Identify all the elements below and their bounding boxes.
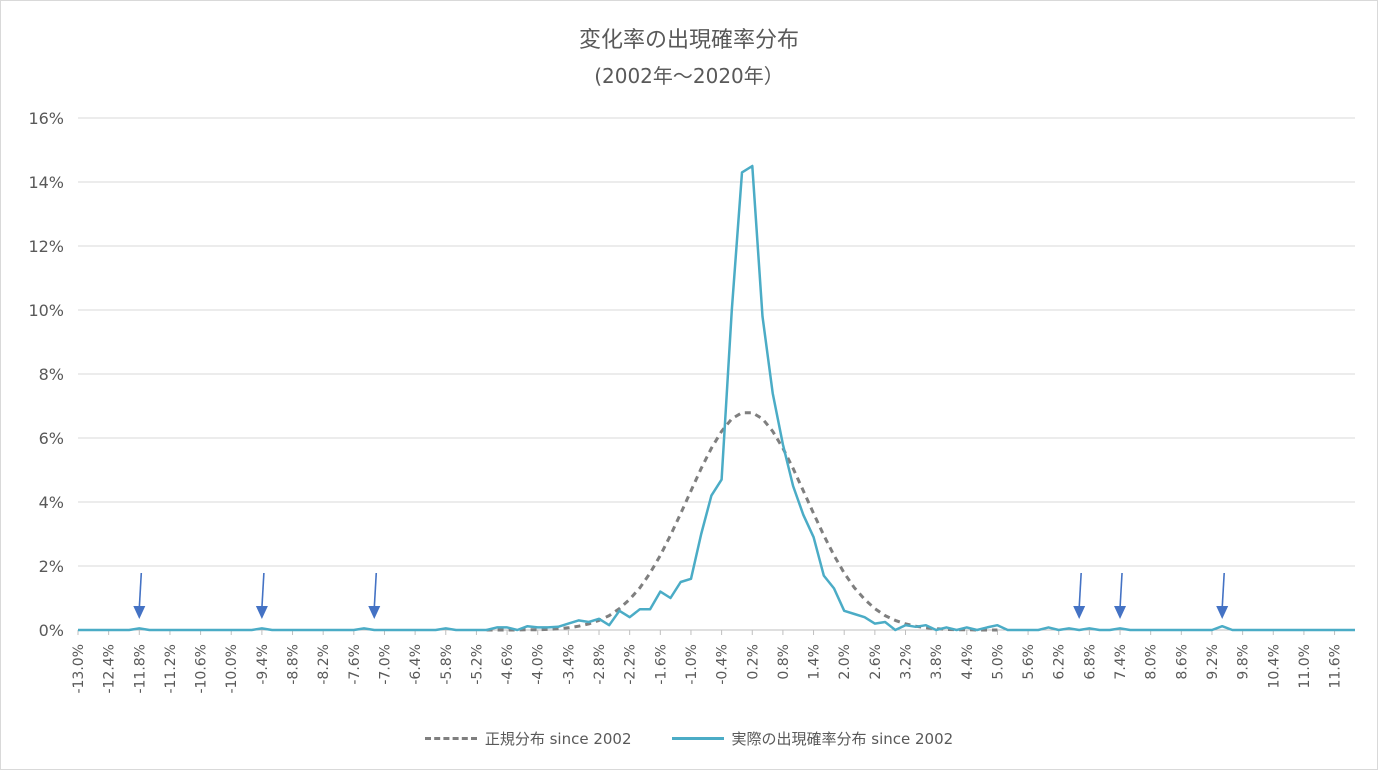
annotation-arrow-shaft — [261, 572, 265, 609]
legend-solid-line-icon — [671, 737, 724, 740]
chart-subtitle: (2002年～2020年） — [594, 64, 784, 88]
x-tick-label: -1.0% — [684, 644, 700, 685]
y-tick-label: 4% — [39, 493, 64, 512]
annotation-arrow-shaft — [373, 572, 378, 609]
y-tick-label: 0% — [39, 621, 64, 640]
x-tick-label: -10.6% — [194, 644, 210, 694]
x-tick-label: 9.8% — [1236, 644, 1252, 680]
y-tick-label: 16% — [28, 109, 64, 128]
chart-title: 変化率の出現確率分布 — [578, 28, 799, 53]
x-tick-label: 8.0% — [1144, 644, 1160, 680]
x-tick-label: -0.4% — [715, 644, 731, 685]
legend-label-normal: 正規分布 since 2002 — [484, 730, 632, 748]
y-tick-label: 2% — [39, 557, 64, 576]
legend-item-actual: 実際の出現確率分布 since 2002 — [671, 728, 954, 749]
y-tick-label: 10% — [28, 301, 64, 320]
x-tick-label: 9.2% — [1205, 644, 1221, 680]
y-tick-label: 8% — [39, 365, 64, 384]
annotation-arrow-shaft — [1078, 572, 1082, 609]
x-tick-label: -2.2% — [623, 644, 639, 685]
x-tick-label: 1.4% — [807, 644, 823, 680]
legend-item-normal: 正規分布 since 2002 — [424, 728, 632, 749]
x-tick-label: 3.8% — [929, 644, 945, 680]
legend-dashed-line-icon — [424, 737, 477, 740]
x-tick-label: 6.8% — [1082, 644, 1098, 680]
x-tick-label: -3.4% — [561, 644, 577, 685]
x-tick-label: -11.8% — [132, 644, 148, 694]
x-tick-label: 5.6% — [1021, 644, 1037, 680]
x-tick-label: -6.4% — [408, 644, 424, 685]
x-tick-label: 5.0% — [990, 644, 1006, 680]
x-tick-label: -5.2% — [469, 644, 485, 685]
x-tick-label: -10.0% — [224, 644, 240, 694]
x-tick-label: -9.4% — [255, 644, 271, 685]
annotation-arrow-icon — [133, 606, 146, 619]
annotation-arrow-icon — [368, 606, 381, 619]
x-tick-label: 0.8% — [776, 644, 792, 680]
x-tick-label: -11.2% — [163, 644, 179, 694]
x-tick-label: -4.6% — [500, 644, 516, 685]
x-tick-label: -7.0% — [377, 644, 393, 685]
y-tick-label: 6% — [39, 429, 64, 448]
x-tick-label: -1.6% — [653, 644, 669, 685]
x-tick-label: 4.4% — [960, 644, 976, 680]
annotation-arrow-icon — [255, 606, 268, 619]
actual-distribution-line — [78, 164, 1355, 632]
x-tick-label: -2.8% — [592, 644, 608, 685]
y-tick-label: 12% — [28, 237, 64, 256]
annotation-arrow-shaft — [1119, 572, 1123, 609]
x-tick-label: -7.6% — [347, 644, 363, 685]
x-tick-label: 7.4% — [1113, 644, 1129, 680]
chart-legend: 正規分布 since 2002 実際の出現確率分布 since 2002 — [0, 728, 1378, 749]
normal-distribution-line — [486, 411, 998, 632]
x-tick-label: 6.2% — [1052, 644, 1068, 680]
legend-label-actual: 実際の出現確率分布 since 2002 — [731, 730, 954, 748]
y-tick-label: 14% — [28, 173, 64, 192]
annotation-arrow-icon — [1114, 606, 1127, 619]
x-tick-label: 0.2% — [745, 644, 761, 680]
x-tick-label: 2.0% — [837, 644, 853, 680]
x-tick-label: 11.6% — [1328, 644, 1344, 688]
annotation-arrow-icon — [1216, 606, 1229, 619]
x-tick-label: -8.8% — [286, 644, 302, 685]
x-tick-label: 11.0% — [1297, 644, 1313, 688]
annotation-arrow-shaft — [138, 572, 143, 609]
x-tick-label: -4.0% — [531, 644, 547, 685]
x-tick-label: -8.2% — [316, 644, 332, 685]
x-tick-label: 3.2% — [898, 644, 914, 680]
annotation-arrow-shaft — [1221, 572, 1225, 609]
x-tick-label: 8.6% — [1174, 644, 1190, 680]
x-tick-label: -12.4% — [102, 644, 118, 694]
x-tick-label: 10.4% — [1266, 644, 1282, 688]
x-tick-label: -13.0% — [71, 644, 87, 694]
x-tick-label: -5.8% — [439, 644, 455, 685]
x-tick-label: 2.6% — [868, 644, 884, 680]
annotation-arrow-icon — [1073, 606, 1086, 619]
